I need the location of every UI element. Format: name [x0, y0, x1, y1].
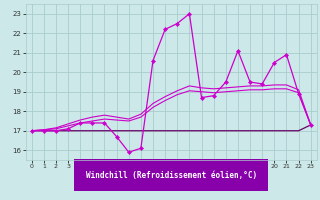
X-axis label: Windchill (Refroidissement éolien,°C): Windchill (Refroidissement éolien,°C): [86, 171, 257, 180]
